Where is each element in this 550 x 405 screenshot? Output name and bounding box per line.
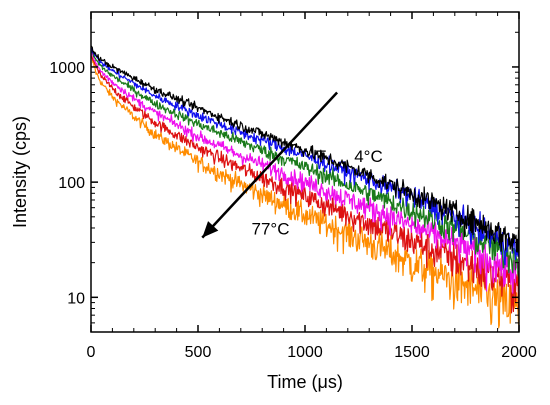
x-tick-label: 0 <box>87 344 96 361</box>
x-tick-label: 1500 <box>394 344 430 361</box>
annotation-label: T <box>316 147 326 166</box>
x-axis-title: Time (μs) <box>267 372 343 392</box>
decay-series-5 <box>90 54 520 329</box>
series-layer <box>90 45 520 329</box>
temperature-arrowhead <box>202 221 219 238</box>
x-tick-label: 2000 <box>501 344 537 361</box>
y-tick-label: 10 <box>67 290 85 307</box>
ticks-layer: 0 500 1000 1500 2000 10 100 1000 <box>49 11 537 361</box>
annotation-label: 4°C <box>354 147 383 166</box>
x-tick-label: 500 <box>185 344 212 361</box>
decay-series-0 <box>90 45 520 253</box>
y-tick-label: 100 <box>58 175 85 192</box>
temperature-arrow <box>201 91 339 239</box>
y-axis-title: Intensity (cps) <box>10 116 30 228</box>
decay-series-2 <box>90 49 520 277</box>
x-tick-label: 1000 <box>287 344 323 361</box>
y-tick-label: 1000 <box>49 60 85 77</box>
decay-series-3 <box>90 52 520 294</box>
annotation-layer: T 4°C 77°C <box>201 91 383 239</box>
plot-frame <box>90 11 520 333</box>
annotation-label: 77°C <box>252 220 290 239</box>
decay-series-4 <box>90 53 520 314</box>
